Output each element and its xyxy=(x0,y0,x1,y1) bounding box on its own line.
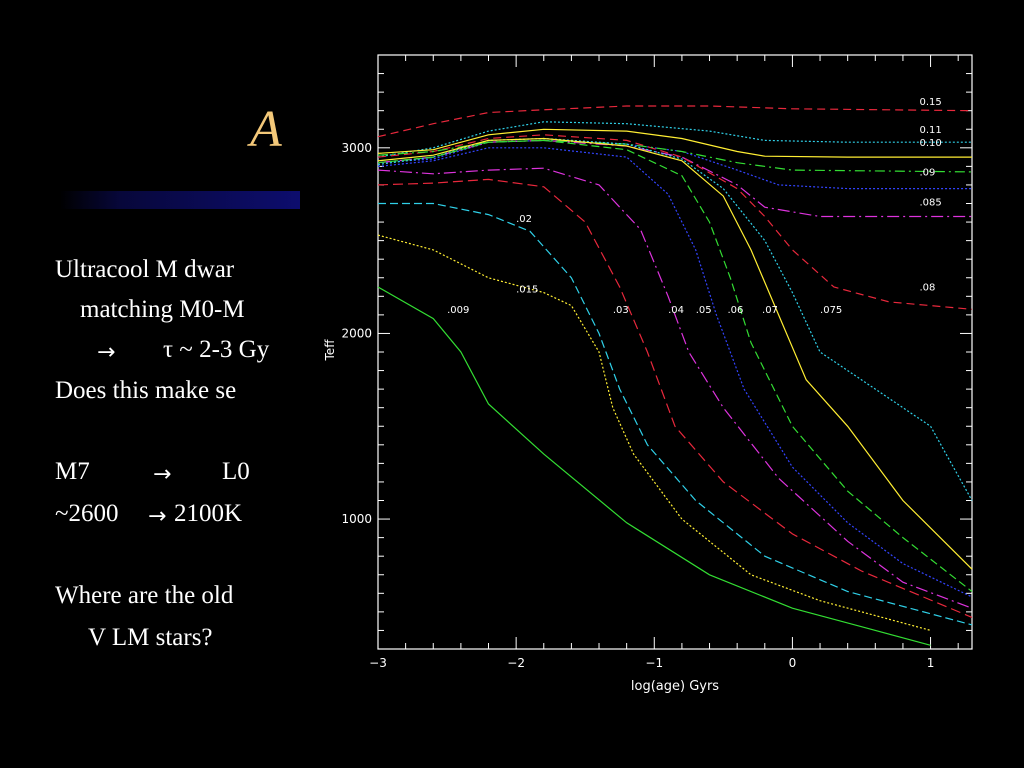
right-arrow-icon: → xyxy=(148,504,167,529)
mass-track-line xyxy=(377,286,931,646)
text-line-2600: ~2600 xyxy=(55,500,119,527)
model-curves xyxy=(377,105,973,646)
mass-track-line xyxy=(378,202,973,626)
text-line-where: Where are the old xyxy=(55,582,234,609)
x-tick-label: −3 xyxy=(369,656,387,670)
y-tick-label: 3000 xyxy=(341,141,372,155)
mass-track-line xyxy=(377,139,972,190)
x-axis-label: log(age) Gyrs xyxy=(631,679,719,694)
text-line-2100k: 2100K xyxy=(174,500,243,527)
curve-labels: 0.15 0.11 0.10 .09 .085 .08 .02 .015 .009 .03 .04.… xyxy=(447,97,942,316)
x-tick-label: 1 xyxy=(927,656,935,670)
x-tick-label: −2 xyxy=(507,656,525,670)
curve-mass-label: .04 xyxy=(668,305,684,316)
mass-track-line xyxy=(377,128,972,158)
y-tick-label: 1000 xyxy=(341,512,372,526)
mass-track-line xyxy=(377,105,973,138)
x-tick-label: 0 xyxy=(789,656,797,670)
curve-mass-label: .009 xyxy=(447,305,469,316)
text-line-vlm: V LM stars? xyxy=(88,624,213,651)
mass-track-line xyxy=(377,178,973,618)
mass-track-line xyxy=(377,137,973,570)
curve-mass-label: .06 xyxy=(727,305,743,316)
curve-mass-label: .085 xyxy=(920,197,942,208)
teff-age-chart: −3 −2 −1 0 1 1000 2000 3000 0.15 0.11 0.10 .09 .085… xyxy=(316,50,984,700)
mass-track-line xyxy=(377,167,973,609)
x-tick-label: −1 xyxy=(645,656,663,670)
y-axis-label: Teff xyxy=(323,339,337,362)
text-line-l0: L0 xyxy=(222,458,250,485)
curve-mass-label: 0.10 xyxy=(920,138,942,149)
mass-track-line xyxy=(377,234,931,631)
right-arrow-icon: → xyxy=(97,340,116,365)
curve-mass-label: .075 xyxy=(820,305,842,316)
y-tick-label: 2000 xyxy=(341,326,372,340)
curve-mass-label: .08 xyxy=(920,283,936,294)
text-line-tau: τ ~ 2-3 Gy xyxy=(163,336,270,363)
slide-title: A xyxy=(250,101,282,158)
text-line-does-this: Does this make se xyxy=(55,377,237,404)
curve-mass-label: .09 xyxy=(920,168,936,179)
text-line-m7: M7 xyxy=(55,458,90,485)
curve-mass-label: .015 xyxy=(516,285,538,296)
right-arrow-icon: → xyxy=(153,462,172,487)
mass-track-line xyxy=(377,121,972,158)
mass-track-line xyxy=(377,147,973,598)
mass-track-line xyxy=(377,139,973,173)
curve-mass-label: .03 xyxy=(613,305,629,316)
curve-mass-label: 0.11 xyxy=(920,125,942,136)
mass-track-line xyxy=(377,139,973,592)
curve-mass-label: .02 xyxy=(516,214,532,225)
title-underline-bar xyxy=(60,191,300,209)
axis-ticks: −3 −2 −1 0 1 1000 2000 3000 xyxy=(341,55,972,670)
mass-track-line xyxy=(377,134,973,310)
curve-mass-label: .05 xyxy=(696,305,712,316)
text-line-ultracool: Ultracool M dwar xyxy=(55,256,235,283)
text-line-matching: matching M0-M xyxy=(80,296,245,323)
curve-mass-label: .07 xyxy=(762,305,778,316)
curve-mass-label: 0.15 xyxy=(920,97,942,108)
